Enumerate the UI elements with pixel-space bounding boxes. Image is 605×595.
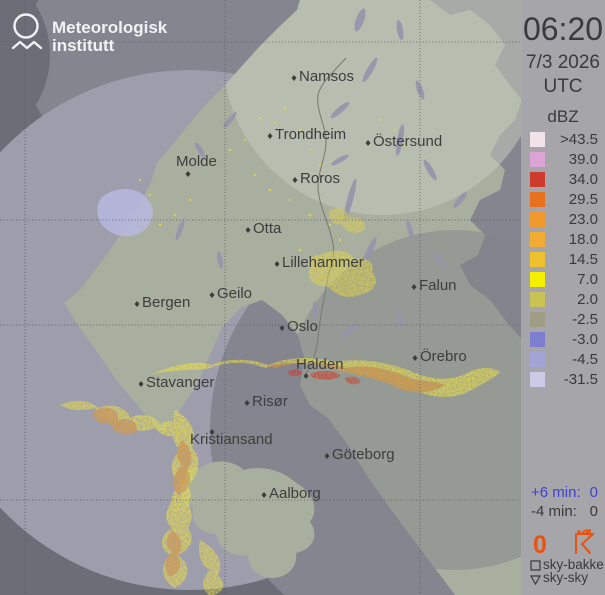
svg-text:-31.5: -31.5 <box>564 371 598 388</box>
svg-text:Oslo: Oslo <box>287 318 318 335</box>
svg-text:Örebro: Örebro <box>420 347 467 365</box>
svg-text:39.0: 39.0 <box>569 151 598 168</box>
svg-text:Meteorologisk: Meteorologisk <box>52 18 168 37</box>
svg-text:Göteborg: Göteborg <box>332 446 395 463</box>
svg-text:Lillehammer: Lillehammer <box>282 254 364 271</box>
svg-text:Molde: Molde <box>176 153 217 170</box>
svg-text:7/3 2026: 7/3 2026 <box>526 52 600 73</box>
svg-text:Falun: Falun <box>419 277 457 294</box>
svg-text:-2.5: -2.5 <box>572 311 598 328</box>
svg-text:Risør: Risør <box>252 393 288 410</box>
svg-text:UTC: UTC <box>543 76 582 97</box>
svg-text:Namsos: Namsos <box>299 68 354 85</box>
svg-text:sky-sky: sky-sky <box>543 570 588 585</box>
svg-text:Aalborg: Aalborg <box>269 485 321 502</box>
svg-text:14.5: 14.5 <box>569 251 598 268</box>
svg-text:2.0: 2.0 <box>577 291 598 308</box>
svg-text:+6 min:: +6 min: <box>531 484 581 501</box>
svg-text:Roros: Roros <box>300 170 340 187</box>
svg-text:Östersund: Östersund <box>373 132 442 150</box>
svg-text:18.0: 18.0 <box>569 231 598 248</box>
svg-text:0: 0 <box>590 484 598 501</box>
svg-text:>43.5: >43.5 <box>560 131 598 148</box>
svg-text:Otta: Otta <box>253 220 282 237</box>
svg-text:Bergen: Bergen <box>142 294 190 311</box>
svg-text:34.0: 34.0 <box>569 171 598 188</box>
svg-text:Stavanger: Stavanger <box>146 374 214 391</box>
svg-text:23.0: 23.0 <box>569 211 598 228</box>
svg-text:Geilo: Geilo <box>217 285 252 302</box>
svg-text:06:20: 06:20 <box>523 11 603 47</box>
svg-text:Kristiansand: Kristiansand <box>190 431 273 448</box>
svg-text:Halden: Halden <box>296 356 344 373</box>
svg-text:0: 0 <box>590 503 598 520</box>
svg-text:-4.5: -4.5 <box>572 351 598 368</box>
svg-text:institutt: institutt <box>52 36 115 55</box>
svg-text:-3.0: -3.0 <box>572 331 598 348</box>
svg-text:7.0: 7.0 <box>577 271 598 288</box>
svg-text:Trondheim: Trondheim <box>275 126 346 143</box>
svg-text:0: 0 <box>533 531 547 559</box>
svg-text:-4 min:: -4 min: <box>531 503 577 520</box>
svg-text:29.5: 29.5 <box>569 191 598 208</box>
svg-text:dBZ: dBZ <box>547 107 578 126</box>
